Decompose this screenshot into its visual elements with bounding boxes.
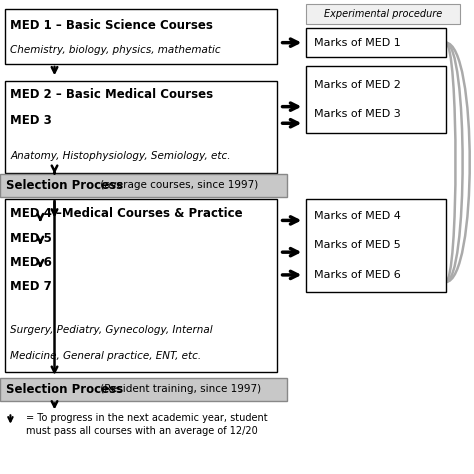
Text: MED 3: MED 3	[10, 114, 52, 127]
Text: Selection Process: Selection Process	[6, 383, 123, 396]
Text: Surgery, Pediatry, Gynecology, Internal: Surgery, Pediatry, Gynecology, Internal	[10, 325, 213, 335]
Text: Medicine, General practice, ENT, etc.: Medicine, General practice, ENT, etc.	[10, 351, 201, 361]
Text: (average courses, since 1997): (average courses, since 1997)	[97, 180, 258, 191]
Bar	[306, 66, 446, 133]
Text: Anatomy, Histophysiology, Semiology, etc.: Anatomy, Histophysiology, Semiology, etc…	[10, 151, 231, 161]
Text: Experimental procedure: Experimental procedure	[324, 9, 442, 19]
Text: = To progress in the next academic year, student: = To progress in the next academic year,…	[26, 413, 268, 423]
Text: Selection Process: Selection Process	[6, 179, 123, 192]
Text: Marks of MED 5: Marks of MED 5	[314, 240, 401, 250]
Bar	[0, 378, 287, 401]
Text: MED 2 – Basic Medical Courses: MED 2 – Basic Medical Courses	[10, 88, 214, 101]
Bar	[306, 4, 460, 24]
Text: Marks of MED 3: Marks of MED 3	[314, 109, 401, 119]
Text: Marks of MED 4: Marks of MED 4	[314, 211, 401, 221]
Text: Marks of MED 6: Marks of MED 6	[314, 270, 401, 280]
Text: MED 5: MED 5	[10, 231, 52, 245]
Text: MED 7: MED 7	[10, 280, 52, 293]
Text: Marks of MED 2: Marks of MED 2	[314, 80, 401, 90]
Text: Marks of MED 1: Marks of MED 1	[314, 37, 401, 48]
Text: MED 1 – Basic Science Courses: MED 1 – Basic Science Courses	[10, 19, 213, 32]
Text: MED 4 –Medical Courses & Practice: MED 4 –Medical Courses & Practice	[10, 207, 243, 220]
Text: Chemistry, biology, physics, mathematic: Chemistry, biology, physics, mathematic	[10, 46, 221, 55]
Text: must pass all courses with an average of 12/20: must pass all courses with an average of…	[26, 426, 258, 437]
Bar	[306, 28, 446, 57]
Bar	[5, 81, 277, 173]
Bar	[0, 174, 287, 197]
Text: MED 6: MED 6	[10, 256, 52, 269]
Bar	[306, 199, 446, 292]
Bar	[5, 199, 277, 372]
Text: (Resident training, since 1997): (Resident training, since 1997)	[97, 384, 261, 394]
Bar	[5, 9, 277, 64]
